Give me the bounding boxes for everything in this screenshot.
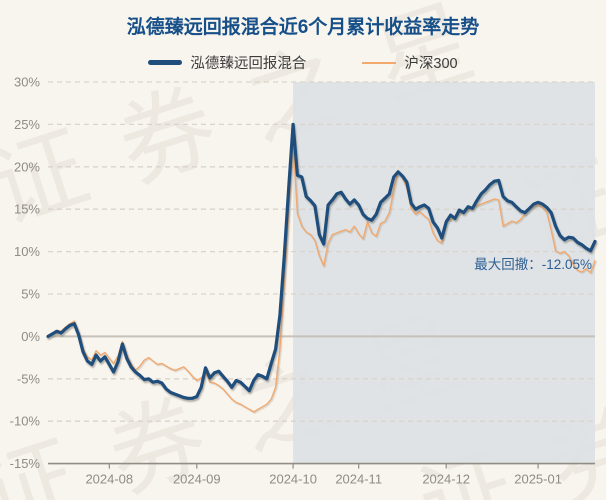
index-line-swatch <box>362 61 397 64</box>
x-tick-label: 2024-08 <box>85 472 133 487</box>
y-tick-label: 10% <box>14 244 40 259</box>
y-tick-label: 30% <box>14 75 40 90</box>
drawdown-band <box>293 82 595 464</box>
fund-line-swatch <box>148 60 183 65</box>
legend-label-index: 沪深300 <box>404 56 458 72</box>
x-tick-label: 2024-11 <box>335 472 382 487</box>
legend-item-fund[interactable]: 泓德臻远回报混合 <box>148 52 306 73</box>
legend-item-index[interactable]: 沪深300 <box>362 52 458 73</box>
y-tick-label: -10% <box>10 414 41 429</box>
y-tick-label: 0% <box>21 329 40 344</box>
legend: 泓德臻远回报混合 沪深300 <box>0 52 606 73</box>
y-tick-label: 25% <box>14 117 40 132</box>
x-tick-label: 2024-09 <box>173 472 221 487</box>
y-tick-label: 5% <box>21 287 40 302</box>
series-沪深300[interactable] <box>47 142 596 413</box>
series-泓德臻远回报混合[interactable] <box>46 122 597 400</box>
x-tick-label: 2024-12 <box>422 472 470 487</box>
x-tick-label: 2024-10 <box>269 472 317 487</box>
y-tick-label: -15% <box>10 456 41 471</box>
y-tick-label: -5% <box>17 371 41 386</box>
y-tick-label: 20% <box>14 159 40 174</box>
x-tick-label: 2025-01 <box>514 472 562 487</box>
y-tick-label: 15% <box>14 202 40 217</box>
max-drawdown-label: 最大回撤：-12.05% <box>474 257 592 272</box>
page-title: 泓德臻远回报混合近6个月累计收益率走势 <box>126 17 480 38</box>
legend-label-fund: 泓德臻远回报混合 <box>190 56 307 72</box>
